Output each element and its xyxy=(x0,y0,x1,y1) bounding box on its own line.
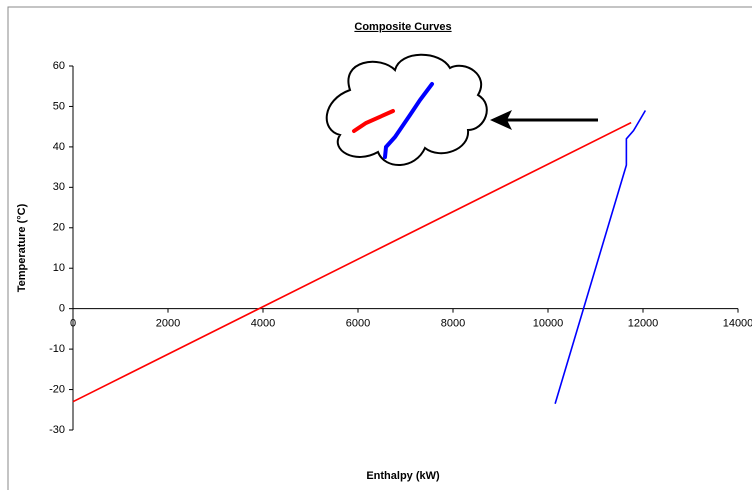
cloud xyxy=(325,53,488,166)
series-line xyxy=(554,110,647,404)
x-tick-label: 14000 xyxy=(723,318,752,330)
y-tick-label: 20 xyxy=(53,222,65,234)
x-tick-label: 8000 xyxy=(441,318,465,330)
y-tick-label: 10 xyxy=(53,262,65,274)
y-tick-label: 0 xyxy=(59,303,65,315)
y-tick-label: 40 xyxy=(53,141,65,153)
x-tick-label: 12000 xyxy=(628,318,659,330)
x-tick-label: 2000 xyxy=(156,318,180,330)
y-tick-label: 50 xyxy=(53,100,65,112)
arrow-head xyxy=(490,110,512,130)
y-tick-label: -20 xyxy=(49,383,65,395)
cloud-red-sketch xyxy=(352,109,395,133)
y-axis-label: Temperature (°C) xyxy=(16,203,28,292)
x-tick-label: 4000 xyxy=(251,318,275,330)
x-axis-label: Enthalpy (kW) xyxy=(366,470,440,482)
y-tick-label: 60 xyxy=(53,60,65,72)
y-tick-label: -30 xyxy=(49,424,65,436)
x-tick-label: 0 xyxy=(70,318,76,330)
chart-title: Composite Curves xyxy=(354,21,451,33)
series-line xyxy=(72,121,632,403)
cloud-blue-sketch xyxy=(383,82,434,159)
x-tick-label: 6000 xyxy=(346,318,370,330)
y-tick-label: 30 xyxy=(53,181,65,193)
x-tick-label: 10000 xyxy=(533,318,564,330)
annotation-cloud xyxy=(325,53,598,166)
y-tick-label: -10 xyxy=(49,343,65,355)
